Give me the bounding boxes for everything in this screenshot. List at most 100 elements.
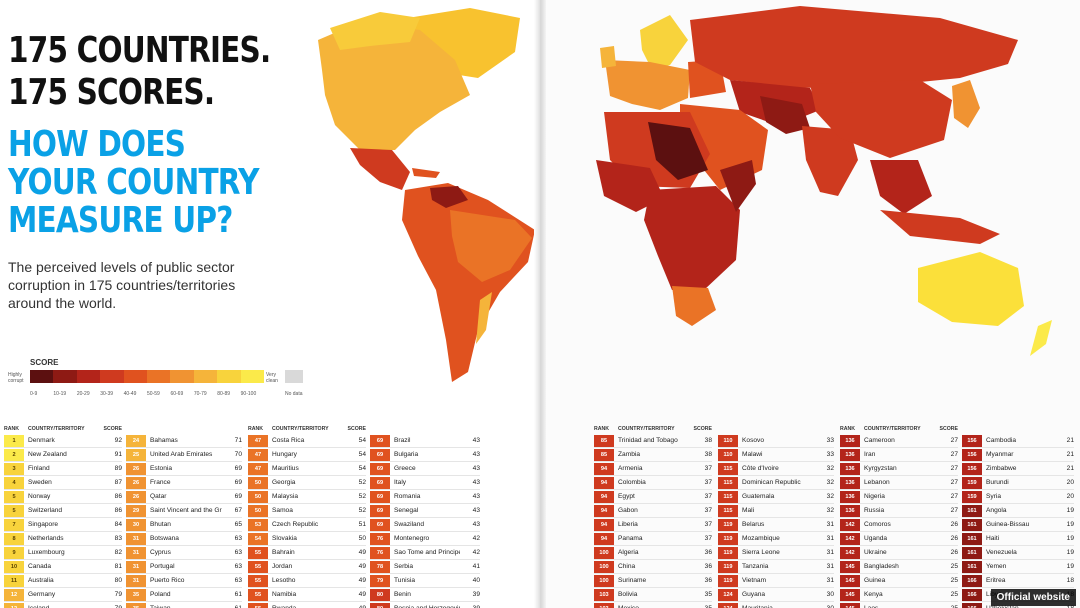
table-row: 145 Kenya 25 [840, 588, 958, 602]
country-cell: United Arab Emirates [150, 451, 213, 458]
score-cell: 25 [950, 563, 958, 570]
country-cell: Romania [394, 493, 421, 500]
country-cell: Czech Republic [272, 521, 319, 528]
score-cell: 19 [1066, 549, 1074, 556]
country-cell: Bahamas [150, 437, 178, 444]
country-cell: Ukraine [864, 549, 887, 556]
question-line-2: YOUR COUNTRY [8, 162, 259, 203]
table-row: 69 Brazil 43 [370, 434, 480, 448]
table-header-country: COUNTRY/TERRITORY [28, 426, 85, 432]
rank-cell: 25 [126, 448, 146, 461]
country-cell: Canada [28, 563, 52, 570]
score-cell: 35 [704, 591, 712, 598]
score-cell: 86 [114, 493, 122, 500]
score-cell: 67 [234, 507, 242, 514]
table-row: 159 Syria 20 [962, 490, 1074, 504]
table-row: 124 Guyana 30 [718, 588, 834, 602]
country-cell: Jordan [272, 563, 293, 570]
score-cell: 25 [950, 577, 958, 584]
score-cell: 54 [358, 437, 366, 444]
table-row: 161 Yemen 19 [962, 560, 1074, 574]
score-cell: 33 [826, 451, 834, 458]
country-cell: Hungary [272, 451, 297, 458]
country-cell: Laos [860, 605, 938, 608]
score-cell: 43 [472, 465, 480, 472]
rank-cell: 124 [718, 602, 738, 608]
rank-cell: 69 [370, 476, 390, 489]
map-region-somalia [720, 160, 756, 212]
country-cell: Kenya [864, 591, 883, 598]
official-website-badge[interactable]: Official website [990, 589, 1076, 606]
rank-cell: 94 [594, 518, 614, 531]
country-cell: Taiwan [146, 605, 222, 608]
score-cell: 63 [234, 535, 242, 542]
score-cell: 31 [826, 521, 834, 528]
country-cell: Venezuela [986, 549, 1017, 556]
country-cell: Norway [28, 493, 51, 500]
score-cell: 18 [1054, 605, 1074, 608]
table-row: 55 Jordan 49 [248, 560, 366, 574]
table-row: 2 New Zealand 91 [4, 448, 122, 462]
table-row: 69 Romania 43 [370, 490, 480, 504]
table-row: 100 China 36 [594, 560, 712, 574]
ranking-table-column: 24 Bahamas 71 25 United Arab Emirates 70 26 Est… [126, 424, 242, 608]
rank-cell: 26 [126, 490, 146, 503]
country-cell: Mali [742, 507, 755, 514]
table-row: 25 United Arab Emirates 70 [126, 448, 242, 462]
map-region-north-america [318, 22, 470, 150]
country-cell: France [150, 479, 171, 486]
legend-right-label: Very clean [266, 372, 278, 384]
table-row: 115 Mali 32 [718, 504, 834, 518]
country-cell: Trinidad and Tobago [618, 437, 678, 444]
score-cell: 19 [1066, 507, 1074, 514]
table-row: 115 Guatemala 32 [718, 490, 834, 504]
legend-no-data-label: No data [285, 391, 303, 397]
country-cell: New Zealand [28, 451, 67, 458]
table-row: 136 Iran 27 [840, 448, 958, 462]
country-cell: Algeria [618, 549, 639, 556]
country-cell: Luxembourg [28, 549, 65, 556]
country-cell: Myanmar [986, 451, 1014, 458]
country-cell: Bulgaria [394, 451, 419, 458]
question-line-1: HOW DOES [8, 124, 186, 165]
rank-cell: 31 [126, 546, 146, 559]
score-cell: 43 [472, 521, 480, 528]
rank-cell: 55 [248, 546, 268, 559]
map-region-southern-africa [672, 286, 716, 326]
country-cell: Uganda [864, 535, 888, 542]
country-cell: China [618, 563, 636, 570]
rank-cell: 26 [126, 476, 146, 489]
map-region-western-europe [605, 60, 690, 110]
country-cell: Liberia [618, 521, 638, 528]
rank-cell: 78 [370, 560, 390, 573]
table-row: 47 Hungary 54 [248, 448, 366, 462]
country-cell: Sweden [28, 479, 52, 486]
table-row: 94 Egypt 37 [594, 490, 712, 504]
score-cell: 19 [1066, 563, 1074, 570]
table-row: 142 Ukraine 26 [840, 546, 958, 560]
country-cell: Côte d'Ivoire [742, 465, 779, 472]
rank-cell: 69 [370, 518, 390, 531]
legend-range-label: 80-89 [217, 391, 231, 397]
rank-cell: 119 [718, 546, 738, 559]
table-row: 11 Australia 80 [4, 574, 122, 588]
score-cell: 36 [704, 563, 712, 570]
country-cell: Finland [28, 465, 50, 472]
legend-swatch [123, 370, 148, 383]
table-row: 47 Mauritius 54 [248, 462, 366, 476]
score-cell: 89 [114, 465, 122, 472]
table-row: 12 Germany 79 [4, 588, 122, 602]
table-row: 31 Botswana 63 [126, 532, 242, 546]
country-cell: Estonia [150, 465, 172, 472]
ranking-table-column: 69 Brazil 43 69 Bulgaria 43 69 Greece 43 69 Italy 4… [370, 424, 480, 608]
table-row: 4 Sweden 87 [4, 476, 122, 490]
country-cell: Netherlands [28, 535, 64, 542]
rank-cell: 47 [248, 434, 268, 447]
rank-cell: 156 [962, 462, 982, 475]
rank-cell: 115 [718, 476, 738, 489]
score-cell: 61 [222, 605, 242, 608]
rank-cell: 136 [840, 462, 860, 475]
country-cell: Bangladesh [864, 563, 899, 570]
score-cell: 54 [358, 451, 366, 458]
rank-cell: 136 [840, 448, 860, 461]
